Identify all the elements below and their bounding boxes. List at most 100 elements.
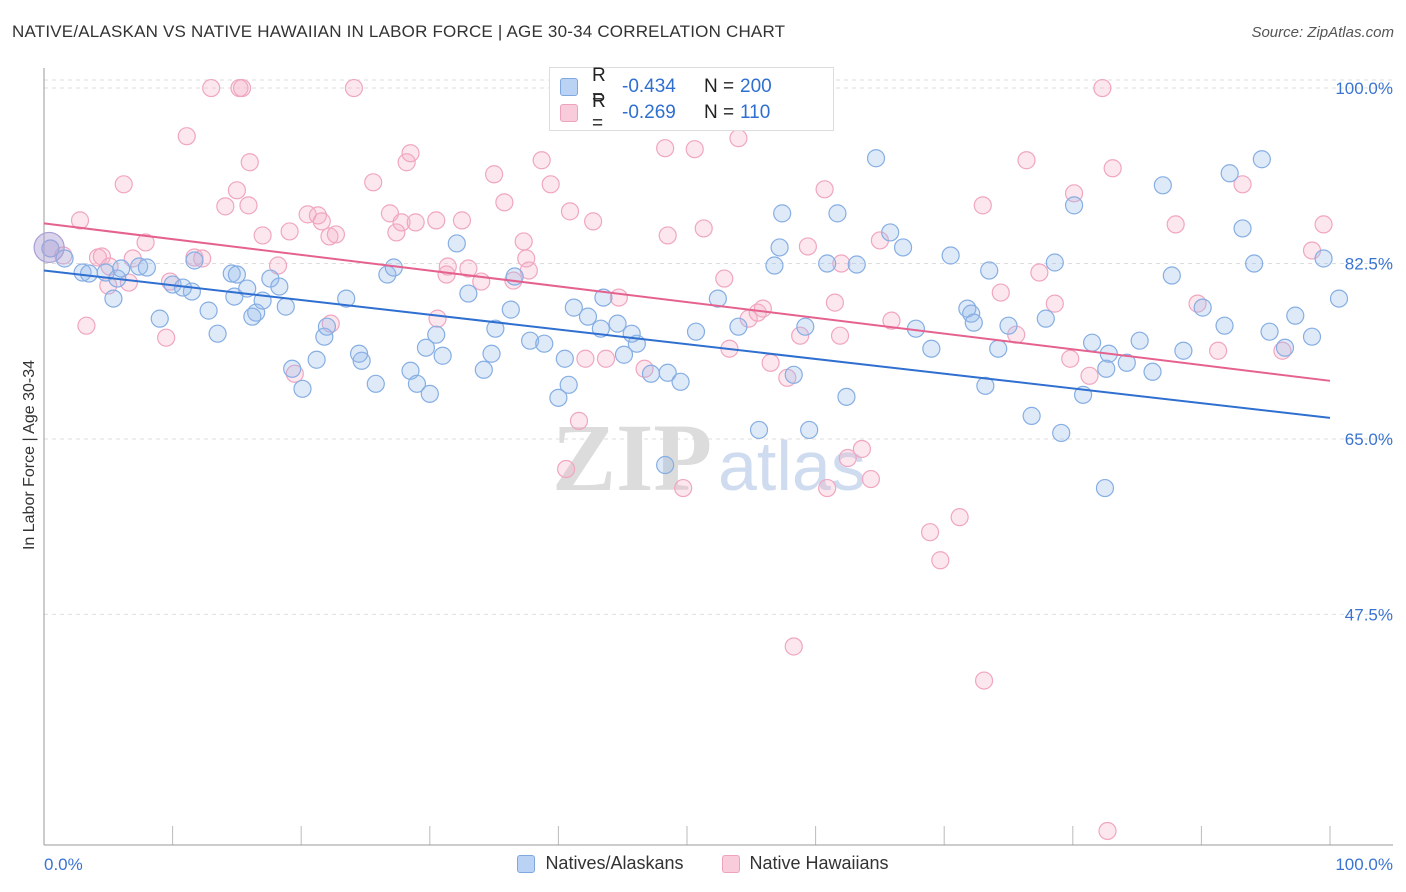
native-hawaiians-point: [658, 226, 677, 245]
native-hawaiians-point: [931, 551, 950, 570]
native-hawaiians-point: [157, 328, 176, 347]
natives-alaskans-point: [199, 301, 218, 320]
natives-alaskans-point: [765, 256, 784, 275]
natives-alaskans-point: [999, 316, 1018, 335]
natives-alaskans-point: [433, 346, 452, 365]
natives-alaskans-point: [564, 298, 583, 317]
natives-alaskans-point: [770, 238, 789, 257]
natives-alaskans-point: [1174, 341, 1193, 360]
native-hawaiians-point: [392, 213, 411, 232]
native-hawaiians-point: [344, 78, 364, 98]
native-hawaiians-point: [326, 225, 346, 244]
native-hawaiians-point: [227, 181, 246, 200]
natives-alaskans-point: [416, 338, 436, 357]
natives-alaskans-point: [73, 263, 92, 282]
natives-alaskans-point: [41, 239, 60, 258]
native-hawaiians-point: [438, 257, 457, 276]
native-hawaiians-point: [973, 196, 992, 215]
native-hawaiians-point: [514, 232, 533, 251]
native-hawaiians-point: [882, 311, 901, 330]
native-hawaiians-point: [397, 153, 416, 172]
n-label: N =: [704, 102, 735, 123]
cluster-bubble: [33, 231, 65, 264]
native-hawaiians-point: [202, 78, 221, 98]
native-hawaiians-point: [240, 153, 259, 172]
natives-alaskans-point: [893, 238, 913, 257]
native-hawaiians-point: [784, 637, 803, 656]
native-hawaiians-point: [532, 151, 551, 170]
native-hawaiians-point: [253, 226, 272, 245]
pink-swatch: [560, 104, 578, 122]
native-hawaiians-point: [861, 469, 880, 489]
native-hawaiians-point: [364, 173, 383, 192]
series-legend: Natives/Alaskans Native Hawaiians: [0, 853, 1406, 874]
native-hawaiians-point: [1098, 821, 1117, 841]
natives-alaskans-point: [641, 364, 661, 383]
natives-alaskans-point: [1143, 362, 1162, 381]
natives-alaskans-point: [535, 334, 554, 353]
native-hawaiians-point: [1233, 175, 1252, 194]
natives-alaskans-point: [773, 204, 792, 223]
axes: [43, 68, 1393, 846]
natives-alaskans-point: [1275, 338, 1295, 357]
tick-labels: 47.5% 65.0% 82.5% 100.0% 0.0% 100.0%: [44, 79, 1393, 874]
natives-alaskans-point: [922, 339, 941, 358]
native-hawaiians-point: [280, 222, 299, 241]
natives-alaskans-point: [941, 246, 960, 265]
r-label: R =: [592, 65, 606, 108]
native-hawaiians-point: [1166, 215, 1185, 234]
natives-alaskans-point: [227, 265, 246, 284]
legend-item-native-hawaiians[interactable]: Native Hawaiians: [721, 853, 889, 874]
native-hawaiians-point: [674, 478, 693, 498]
natives-alaskans-point: [837, 387, 856, 406]
native-hawaiians-point: [1093, 78, 1112, 98]
natives-alaskans-point: [208, 324, 227, 343]
natives-alaskans-point: [447, 234, 466, 253]
legend-label: Natives/Alaskans: [545, 853, 684, 873]
native-hawaiians-point: [239, 196, 258, 215]
natives-alaskans-point: [276, 297, 295, 316]
natives-alaskans-point: [130, 257, 149, 276]
native-hawaiians-point: [584, 212, 603, 231]
n-value: 110: [740, 102, 771, 123]
natives-alaskans-point: [1260, 322, 1279, 341]
natives-alaskans-point: [293, 379, 312, 398]
r-label: R =: [592, 91, 606, 134]
native-hawaiians-point: [656, 139, 675, 158]
natives-alaskans-point: [1302, 327, 1322, 346]
zipatlas-watermark: ZIP atlas: [552, 404, 866, 511]
native-hawaiians-point: [452, 211, 472, 230]
natives-alaskans-point: [658, 363, 677, 382]
natives-alaskans-point: [185, 251, 204, 270]
natives-alaskans-point: [708, 289, 727, 308]
blue-swatch: [560, 78, 578, 96]
x-tick-label: 0.0%: [44, 855, 83, 874]
natives-alaskans-point: [578, 307, 598, 326]
natives-alaskans-points: [33, 149, 1349, 498]
natives-alaskans-point: [749, 420, 769, 440]
natives-alaskans-point: [1153, 176, 1172, 195]
natives-alaskans-point: [796, 317, 815, 336]
native-hawaiians-point: [852, 439, 871, 459]
native-hawaiians-point: [815, 180, 834, 199]
native-hawaiians-point: [485, 165, 504, 184]
x-tick-label: 100.0%: [1335, 855, 1393, 874]
natives-alaskans-point: [283, 359, 302, 378]
native-hawaiians-point: [114, 175, 133, 194]
natives-alaskans-point: [270, 277, 289, 296]
natives-alaskans-point: [307, 350, 326, 369]
natives-alaskans-point: [349, 344, 369, 363]
native-hawaiians-point: [541, 175, 560, 194]
natives-alaskans-point: [608, 314, 627, 333]
natives-alaskans-point: [1097, 359, 1116, 378]
native-hawaiians-point: [1030, 263, 1049, 282]
natives-alaskans-point: [671, 372, 690, 391]
native-hawaiians-point: [832, 254, 851, 273]
native-hawaiians-point: [838, 448, 857, 468]
blue-swatch: [517, 854, 536, 873]
native-hawaiians-point: [427, 211, 446, 230]
legend-item-natives-alaskans[interactable]: Natives/Alaskans: [517, 853, 684, 874]
natives-alaskans-point: [482, 344, 501, 363]
native-hawaiians-point: [830, 326, 850, 345]
native-hawaiians-point: [401, 144, 420, 163]
